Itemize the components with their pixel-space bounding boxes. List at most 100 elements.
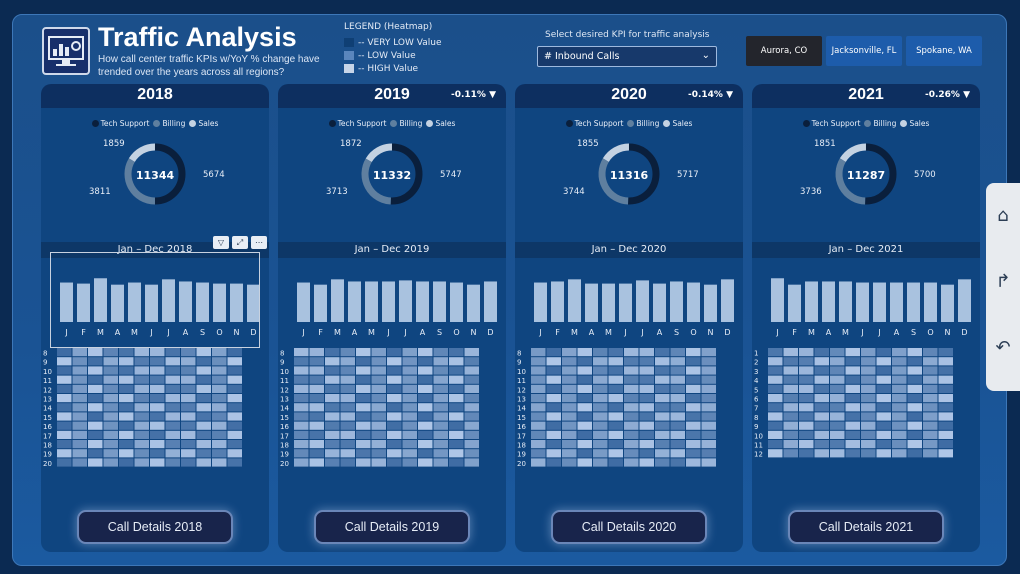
heatmap-cell[interactable]: [593, 421, 608, 430]
heatmap-cell[interactable]: [938, 394, 954, 403]
heatmap-cell[interactable]: [119, 366, 134, 375]
heatmap-cell[interactable]: [686, 412, 701, 421]
heatmap-cell[interactable]: [546, 449, 562, 458]
heatmap-cell[interactable]: [546, 357, 562, 366]
heatmap-cell[interactable]: [531, 430, 546, 439]
heatmap-cell[interactable]: [371, 403, 387, 412]
heatmap-cell[interactable]: [227, 412, 243, 421]
heatmap-cell[interactable]: [655, 394, 670, 403]
heatmap-cell[interactable]: [433, 384, 449, 393]
heatmap-cell[interactable]: [196, 394, 212, 403]
heatmap-cell[interactable]: [562, 403, 577, 412]
month-bar[interactable]: [771, 278, 784, 322]
heatmap-cell[interactable]: [57, 357, 72, 366]
heatmap-cell[interactable]: [783, 366, 799, 375]
heatmap-cell[interactable]: [387, 375, 402, 384]
heatmap-cell[interactable]: [562, 384, 577, 393]
heatmap-cell[interactable]: [449, 375, 464, 384]
heatmap-cell[interactable]: [57, 366, 72, 375]
heatmap-cell[interactable]: [165, 394, 181, 403]
heatmap-cell[interactable]: [562, 348, 577, 357]
heatmap-cell[interactable]: [418, 458, 433, 467]
heatmap-cell[interactable]: [670, 348, 686, 357]
heatmap-cell[interactable]: [464, 430, 480, 439]
heatmap-cell[interactable]: [464, 412, 480, 421]
region-button-spokane[interactable]: Spokane, WA: [906, 36, 982, 66]
heatmap-cell[interactable]: [783, 430, 799, 439]
heatmap-cell[interactable]: [938, 412, 954, 421]
heatmap-cell[interactable]: [402, 412, 418, 421]
heatmap-cell[interactable]: [165, 421, 181, 430]
heatmap-cell[interactable]: [624, 430, 639, 439]
heatmap-cell[interactable]: [449, 458, 464, 467]
heatmap-cell[interactable]: [402, 348, 418, 357]
heatmap-cell[interactable]: [830, 449, 845, 458]
month-bar[interactable]: [619, 283, 632, 322]
heatmap-cell[interactable]: [103, 403, 119, 412]
heatmap-cell[interactable]: [387, 366, 402, 375]
heatmap-cell[interactable]: [88, 449, 103, 458]
heatmap-cell[interactable]: [701, 403, 717, 412]
heatmap-cell[interactable]: [907, 421, 923, 430]
heatmap-cell[interactable]: [72, 421, 88, 430]
heatmap-cell[interactable]: [608, 357, 624, 366]
heatmap-cell[interactable]: [655, 449, 670, 458]
heatmap-cell[interactable]: [371, 440, 387, 449]
heatmap-cell[interactable]: [165, 366, 181, 375]
heatmap-cell[interactable]: [577, 403, 593, 412]
heatmap-cell[interactable]: [639, 421, 655, 430]
month-bar[interactable]: [602, 283, 615, 322]
legend-item-billing[interactable]: Billing: [864, 119, 896, 128]
heatmap-cell[interactable]: [845, 403, 861, 412]
heatmap-cell[interactable]: [88, 458, 103, 467]
heatmap-cell[interactable]: [938, 449, 954, 458]
region-button-jacksonville[interactable]: Jacksonville, FL: [826, 36, 902, 66]
heatmap-cell[interactable]: [387, 394, 402, 403]
heatmap-cell[interactable]: [639, 348, 655, 357]
heatmap-cell[interactable]: [593, 458, 608, 467]
heatmap-cell[interactable]: [639, 375, 655, 384]
heatmap-cell[interactable]: [387, 440, 402, 449]
heatmap-cell[interactable]: [892, 449, 907, 458]
heatmap-cell[interactable]: [387, 412, 402, 421]
heatmap-cell[interactable]: [670, 357, 686, 366]
heatmap-cell[interactable]: [624, 366, 639, 375]
heatmap-cell[interactable]: [624, 394, 639, 403]
heatmap-cell[interactable]: [356, 421, 371, 430]
heatmap-cell[interactable]: [876, 440, 892, 449]
month-bar[interactable]: [670, 281, 683, 322]
back-icon[interactable]: ↶: [995, 337, 1011, 358]
heatmap-cell[interactable]: [227, 440, 243, 449]
month-bar[interactable]: [433, 281, 446, 322]
heatmap-cell[interactable]: [227, 348, 243, 357]
heatmap-cell[interactable]: [464, 375, 480, 384]
heatmap-cell[interactable]: [546, 375, 562, 384]
heatmap-cell[interactable]: [433, 357, 449, 366]
heatmap-cell[interactable]: [88, 394, 103, 403]
heatmap-cell[interactable]: [356, 375, 371, 384]
heatmap-cell[interactable]: [938, 366, 954, 375]
heatmap-cell[interactable]: [768, 366, 783, 375]
heatmap-cell[interactable]: [309, 366, 325, 375]
heatmap-cell[interactable]: [608, 412, 624, 421]
month-bar[interactable]: [450, 282, 463, 322]
heatmap-cell[interactable]: [57, 384, 72, 393]
month-bar[interactable]: [365, 281, 378, 322]
heatmap-cell[interactable]: [371, 348, 387, 357]
heatmap-cell[interactable]: [814, 375, 830, 384]
heatmap-cell[interactable]: [181, 348, 196, 357]
heatmap-cell[interactable]: [624, 357, 639, 366]
heatmap-cell[interactable]: [701, 366, 717, 375]
heatmap-cell[interactable]: [196, 440, 212, 449]
heatmap-cell[interactable]: [57, 430, 72, 439]
heatmap-cell[interactable]: [119, 412, 134, 421]
heatmap-cell[interactable]: [181, 440, 196, 449]
heatmap-cell[interactable]: [165, 412, 181, 421]
heatmap-cell[interactable]: [624, 458, 639, 467]
heatmap-cell[interactable]: [294, 412, 309, 421]
heatmap-cell[interactable]: [387, 384, 402, 393]
heatmap-cell[interactable]: [165, 348, 181, 357]
month-bar[interactable]: [196, 282, 209, 322]
heatmap-cell[interactable]: [119, 458, 134, 467]
heatmap-cell[interactable]: [892, 394, 907, 403]
